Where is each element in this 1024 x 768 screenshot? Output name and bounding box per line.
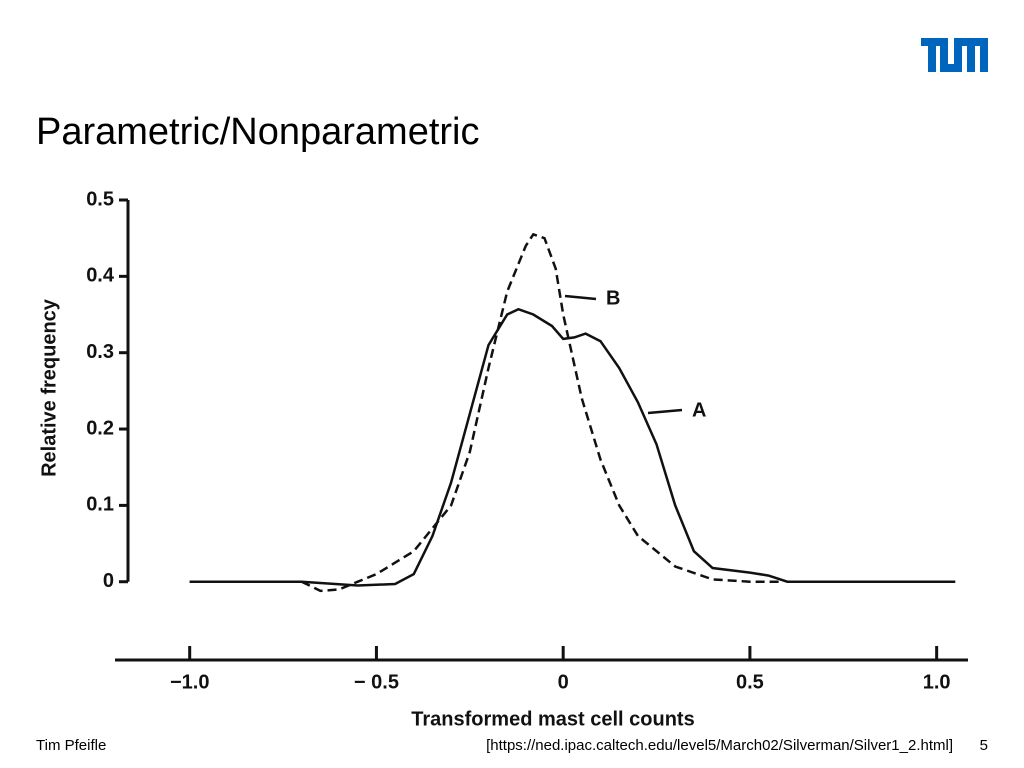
series-label: A: [692, 399, 706, 421]
footer-source: [https://ned.ipac.caltech.edu/level5/Mar…: [486, 737, 953, 754]
slide-title: Parametric/Nonparametric: [36, 111, 479, 153]
series-label: B: [606, 287, 620, 309]
x-tick-label: − 0.5: [354, 671, 399, 693]
footer-author: Tim Pfeifle: [36, 737, 106, 754]
y-axis-label: Relative frequency: [38, 298, 60, 477]
tum-logo: [921, 38, 988, 72]
y-tick-label: 0.2: [86, 417, 114, 439]
y-tick-label: 0: [103, 570, 114, 592]
x-tick-label: 1.0: [923, 671, 951, 693]
series-leader: [564, 294, 597, 301]
x-tick-label: 0: [558, 671, 569, 693]
line-series: [189, 232, 780, 593]
line-series: [189, 307, 956, 587]
y-tick-label: 0.3: [86, 341, 114, 363]
x-tick-label: 0.5: [736, 671, 764, 693]
y-tick-label: 0.5: [86, 188, 114, 210]
x-tick-label: −1.0: [170, 671, 209, 693]
x-axis-label: Transformed mast cell counts: [411, 708, 694, 730]
y-tick-label: 0.4: [86, 265, 115, 287]
page-number: 5: [980, 737, 988, 754]
series-leader: [647, 408, 683, 415]
y-tick-label: 0.1: [86, 494, 114, 516]
